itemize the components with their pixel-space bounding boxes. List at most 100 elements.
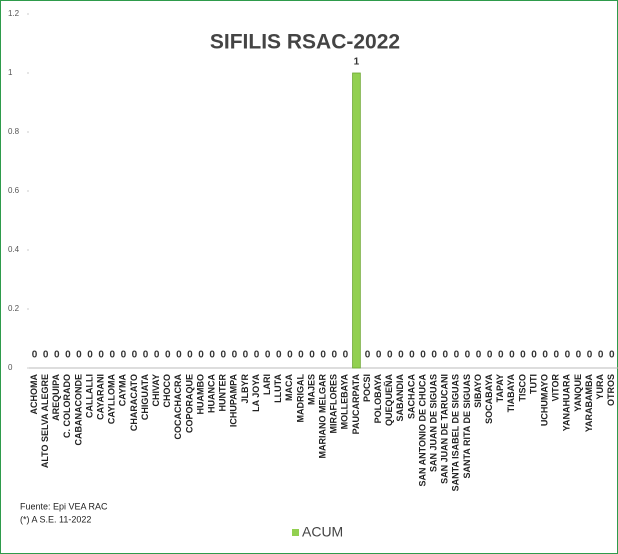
x-tick-label: SABANDIA	[395, 374, 405, 422]
x-tick-label: OTROS	[606, 374, 616, 406]
x-tick-label: TISCO	[517, 374, 527, 402]
value-label: 0	[509, 350, 515, 361]
x-tick-label: JLBYR	[240, 374, 250, 404]
y-tick-label: 0	[8, 363, 13, 372]
x-tick-label: POLOBAYA	[373, 374, 383, 424]
value-label: 0	[531, 350, 537, 361]
value-label: 0	[243, 350, 249, 361]
value-label: 0	[398, 350, 404, 361]
x-tick-label: SAN JUAN DE TARUCANI	[440, 374, 450, 484]
x-tick-label: TIABAYA	[506, 374, 516, 413]
x-tick-label: SAN ANTONIO DE CHUCA	[417, 374, 427, 487]
value-label: 0	[32, 350, 38, 361]
x-tick-label: ICHUPAMPA	[229, 374, 239, 428]
x-tick-label: CHOCO	[162, 374, 172, 408]
value-label: 0	[309, 350, 315, 361]
x-tick-label: MIRAFLORES	[329, 374, 339, 434]
value-label: 0	[376, 350, 382, 361]
x-tick-label: SOCABAYA	[484, 374, 494, 424]
x-tick-label: PAUCARPATA	[351, 373, 361, 434]
value-label: 0	[542, 350, 548, 361]
x-tick-label: HUAMBO	[195, 374, 205, 415]
value-label: 0	[442, 350, 448, 361]
value-label: 0	[232, 350, 238, 361]
x-tick-label: YANAHUARA	[562, 374, 572, 432]
value-label: 0	[165, 350, 171, 361]
value-label: 0	[587, 350, 593, 361]
value-label: 0	[365, 350, 371, 361]
value-label: 0	[609, 350, 615, 361]
x-tick-label: CAYMA	[118, 374, 128, 407]
x-tick-label: YANQUE	[573, 374, 583, 412]
value-label: 0	[76, 350, 82, 361]
x-tick-label: MADRIGAL	[295, 374, 305, 423]
y-tick-label: 0.2	[8, 304, 20, 313]
value-label: 0	[254, 350, 260, 361]
value-label: 0	[387, 350, 393, 361]
value-label: 0	[598, 350, 604, 361]
x-tick-label: CHIGUATA	[140, 374, 150, 421]
value-label: 0	[121, 350, 127, 361]
y-tick-label: 0.4	[8, 245, 20, 254]
x-tick-label: ALTO SELVA ALEGRE	[40, 374, 50, 468]
legend-swatch	[292, 529, 299, 536]
value-label: 0	[431, 350, 437, 361]
x-tick-label: C. COLORADO	[62, 374, 72, 438]
value-label: 1	[354, 57, 360, 68]
value-label: 0	[198, 350, 204, 361]
x-tick-label: SANTA RITA DE SIGUAS	[462, 374, 472, 479]
x-tick-label: HUNTER	[218, 374, 228, 412]
x-tick-label: MOLLEBAYA	[340, 374, 350, 430]
value-label: 0	[209, 350, 215, 361]
value-label: 0	[87, 350, 93, 361]
legend-label: ACUM	[302, 524, 343, 540]
y-tick-label: 1.2	[8, 9, 20, 18]
value-label: 0	[109, 350, 115, 361]
value-label: 0	[54, 350, 60, 361]
x-tick-label: COCACHACRA	[173, 374, 183, 440]
value-label: 0	[576, 350, 582, 361]
value-label: 0	[409, 350, 415, 361]
value-label: 0	[331, 350, 337, 361]
x-tick-label: AREQUIPA	[51, 374, 61, 421]
x-tick-label: CAYLLOMA	[107, 374, 117, 425]
value-label: 0	[487, 350, 493, 361]
value-label: 0	[65, 350, 71, 361]
value-label: 0	[220, 350, 226, 361]
x-tick-label: SANTA ISABEL DE SIGUAS	[451, 374, 461, 491]
value-label: 0	[187, 350, 193, 361]
x-tick-label: YURA	[595, 374, 605, 400]
value-label: 0	[565, 350, 571, 361]
annotation: (*) A S.E. 11-2022	[20, 514, 91, 524]
x-tick-label: MARIANO MELGAR	[318, 374, 328, 459]
x-tick-label: LARI	[262, 374, 272, 395]
x-tick-label: LLUTA	[273, 374, 283, 403]
x-tick-label: CHIVAY	[151, 374, 161, 407]
x-tick-label: SACHACA	[406, 373, 416, 419]
value-label: 0	[465, 350, 471, 361]
x-tick-label: TUTI	[528, 374, 538, 394]
x-tick-label: ACHOMA	[29, 374, 39, 415]
value-label: 0	[265, 350, 271, 361]
value-label: 0	[176, 350, 182, 361]
value-label: 0	[43, 350, 49, 361]
x-tick-label: TAPAY	[495, 374, 505, 402]
value-label: 0	[98, 350, 104, 361]
x-tick-label: LA JOYA	[251, 374, 261, 412]
x-tick-label: SAN JUAN DE SIGUAS	[429, 374, 439, 472]
x-tick-label: MAJES	[306, 374, 316, 405]
y-tick-label: 1	[8, 68, 13, 77]
x-tick-label: CABANACONDE	[73, 374, 83, 446]
x-tick-label: QUEQUEÑA	[384, 374, 394, 427]
value-label: 0	[143, 350, 149, 361]
value-label: 0	[498, 350, 504, 361]
value-label: 0	[154, 350, 160, 361]
x-tick-label: VITOR	[551, 374, 561, 402]
value-label: 0	[476, 350, 482, 361]
value-label: 0	[298, 350, 304, 361]
y-tick-label: 0.6	[8, 186, 20, 195]
value-label: 0	[343, 350, 349, 361]
x-tick-label: CAYARANI	[96, 374, 106, 420]
x-tick-label: POCSI	[362, 374, 372, 402]
